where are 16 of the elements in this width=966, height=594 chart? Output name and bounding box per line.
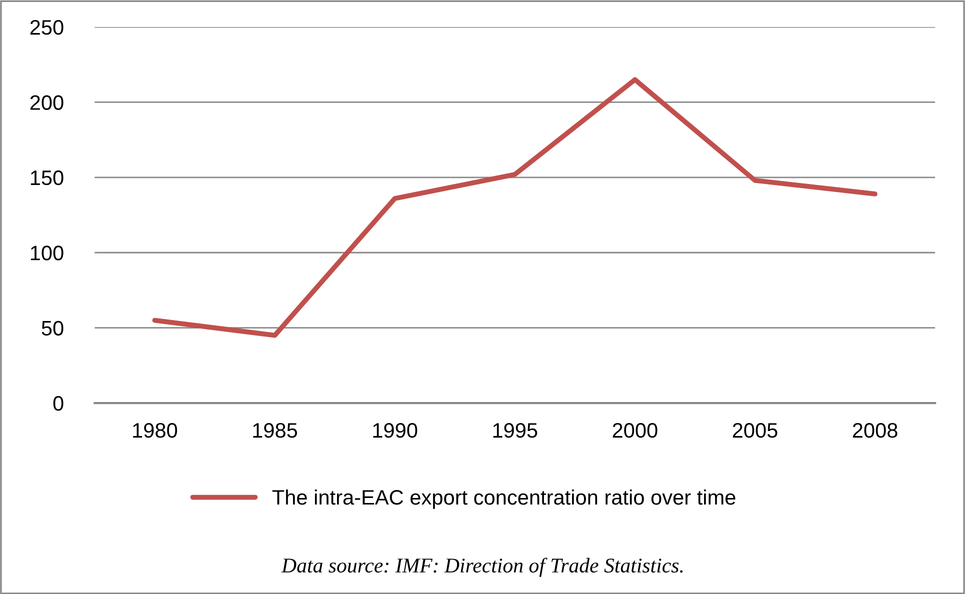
y-tick-label: 200 [30,95,64,110]
y-tick-label: 0 [53,396,64,411]
source-note: Data source: IMF: Direction of Trade Statistics. [281,558,683,577]
x-tick-label: 1985 [253,423,298,438]
x-tick-label: 1980 [133,423,178,438]
x-tick-label: 2008 [852,423,898,438]
y-tick-label: 250 [30,20,64,35]
y-tick-label: 50 [42,320,64,336]
y-tick-label: 150 [30,170,64,186]
legend-label: The intra-EAC export concentration ratio over time [272,489,736,509]
x-tick-label: 2000 [612,423,658,438]
x-tick-label: 1990 [373,423,418,438]
x-tick-label: 2005 [732,423,778,438]
x-tick-label: 1995 [493,423,538,438]
line-series [152,77,878,338]
y-tick-label: 100 [30,246,64,260]
